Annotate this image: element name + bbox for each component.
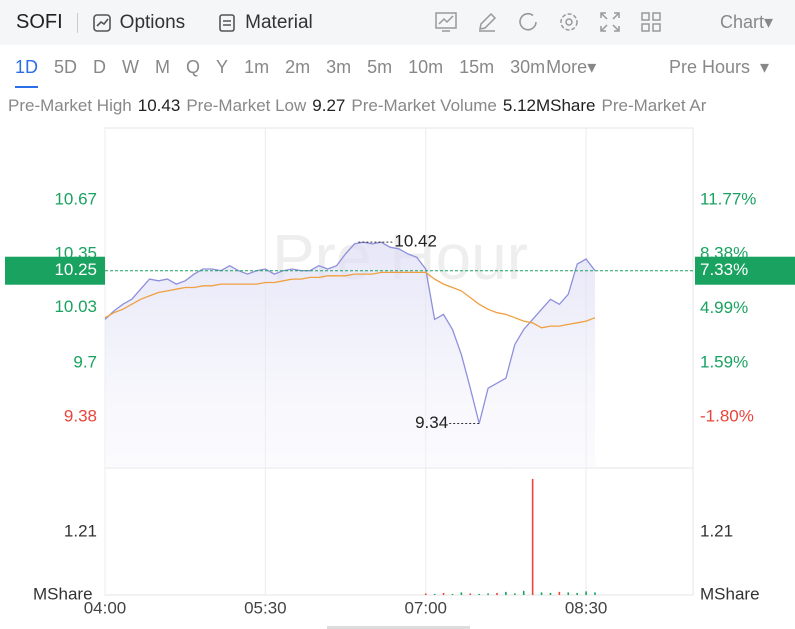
- options-label: Options: [119, 11, 186, 33]
- period-tab[interactable]: Y: [216, 56, 229, 77]
- x-tick-label: 07:00: [404, 598, 447, 617]
- session-select[interactable]: Pre Hours ▾: [669, 57, 770, 77]
- stat-label: Pre-Market Volume: [351, 96, 497, 115]
- price-area: [105, 242, 595, 468]
- stat-value: 5.12MShare: [502, 96, 596, 115]
- draw-icon[interactable]: [475, 10, 499, 34]
- volume-bar: [567, 592, 570, 595]
- period-tab[interactable]: 3m: [326, 56, 352, 77]
- volume-bar: [585, 591, 587, 595]
- stat-value: 9.27: [312, 96, 346, 115]
- options-tab[interactable]: Options: [92, 12, 185, 34]
- current-change-box: [695, 256, 795, 285]
- period-tab[interactable]: 5D: [54, 56, 78, 77]
- y2-tick-label: 4.99%: [700, 298, 748, 317]
- current-change-label: 7.33%: [700, 260, 748, 279]
- options-icon: [92, 13, 111, 32]
- annotation-label: 10.42: [394, 232, 437, 251]
- volume-bar: [540, 592, 543, 595]
- volume-bar: [496, 592, 498, 595]
- stat-value: 10.43: [137, 96, 181, 115]
- period-tab[interactable]: 1m: [244, 56, 270, 77]
- period-tab[interactable]: 5m: [367, 56, 393, 77]
- tool-icons: [434, 10, 663, 34]
- volume-bar: [594, 592, 596, 595]
- refresh-icon[interactable]: [516, 10, 540, 34]
- indicator-icon[interactable]: [434, 10, 458, 34]
- separator: [76, 12, 78, 33]
- volume-bar: [514, 593, 516, 595]
- average-line: [104, 271, 596, 329]
- chart-menu-label: Chart: [720, 12, 765, 32]
- volume-bar: [576, 592, 578, 595]
- chart: Pre Hour04:0005:3007:0008:3010.6710.3510…: [5, 127, 795, 629]
- volume-unit-right: MShare: [700, 584, 760, 603]
- material-tab[interactable]: Material: [217, 12, 313, 34]
- period-tab[interactable]: M: [155, 56, 171, 77]
- period-tab[interactable]: W: [122, 56, 140, 77]
- fullscreen-icon[interactable]: [598, 10, 622, 34]
- layout-icon[interactable]: [639, 10, 663, 34]
- period-tab[interactable]: D: [93, 56, 107, 77]
- y-tick-label: 10.03: [54, 297, 97, 316]
- x-tick-label: 05:30: [244, 598, 287, 617]
- period-tab[interactable]: 2m: [285, 56, 311, 77]
- top-bar: SOFI Options Material Chart▾: [0, 0, 795, 45]
- plot: Pre Hour04:0005:3007:0008:3010.6710.3510…: [5, 127, 795, 629]
- volume-tick-label-right: 1.21: [700, 522, 733, 541]
- stat-label: Pre-Market High: [8, 96, 132, 115]
- settings-icon[interactable]: [557, 10, 581, 34]
- period-tab[interactable]: 1D: [15, 57, 39, 88]
- current-price-box: [5, 256, 105, 285]
- volume-bar: [460, 592, 463, 595]
- volume-tick-label: 1.21: [64, 522, 97, 541]
- stat-label: Pre-Market Ar: [601, 96, 707, 115]
- x-tick-label: 08:30: [565, 598, 608, 617]
- volume-bar: [522, 590, 525, 595]
- scroll-handle[interactable]: [327, 626, 470, 629]
- period-tab[interactable]: 10m: [408, 56, 444, 77]
- y2-tick-label: 1.59%: [700, 352, 748, 371]
- session-label: Pre Hours: [669, 57, 751, 77]
- annotation-label: 9.34: [415, 413, 448, 432]
- chart-menu[interactable]: Chart▾: [720, 12, 774, 32]
- volume-bar: [549, 592, 552, 595]
- y-tick-label: 9.38: [64, 406, 97, 425]
- period-tab[interactable]: Q: [186, 56, 201, 77]
- stat-label: Pre-Market Low: [186, 96, 307, 115]
- y-tick-label: 10.67: [54, 190, 97, 209]
- symbol[interactable]: SOFI: [16, 11, 63, 33]
- material-icon: [219, 13, 235, 32]
- volume-bar: [469, 593, 472, 595]
- volume-unit: MShare: [33, 584, 93, 603]
- price-line: [104, 241, 596, 424]
- y2-tick-label: 11.77%: [700, 189, 756, 208]
- volume-bar: [433, 593, 436, 595]
- stats-row: Pre-Market High 10.43 Pre-Market Low 9.27 Pr…: [8, 96, 795, 116]
- volume-bar: [451, 593, 454, 595]
- volume-bar: [478, 593, 480, 595]
- more-menu[interactable]: More: [546, 56, 588, 77]
- y2-tick-label: -1.80%: [700, 406, 754, 425]
- x-tick-label: 04:00: [84, 598, 127, 617]
- period-bar: 1D 5D D W M Q Y 1m 2m 3m 5m 10m 15m 30m More ▾: [0, 45, 795, 89]
- volume-bar: [505, 591, 507, 595]
- material-label: Material: [245, 11, 313, 33]
- volume-bar: [558, 591, 561, 595]
- volume-bar: [531, 478, 534, 595]
- period-tab[interactable]: 30m: [510, 56, 546, 77]
- y-tick-label: 9.7: [73, 353, 97, 372]
- period-tab[interactable]: 15m: [459, 56, 495, 77]
- more-arrow: ▾: [587, 56, 597, 77]
- volume-bar: [442, 592, 445, 595]
- current-price-label: 10.25: [54, 260, 97, 279]
- volume-bar: [424, 593, 427, 595]
- volume-bar: [487, 593, 489, 595]
